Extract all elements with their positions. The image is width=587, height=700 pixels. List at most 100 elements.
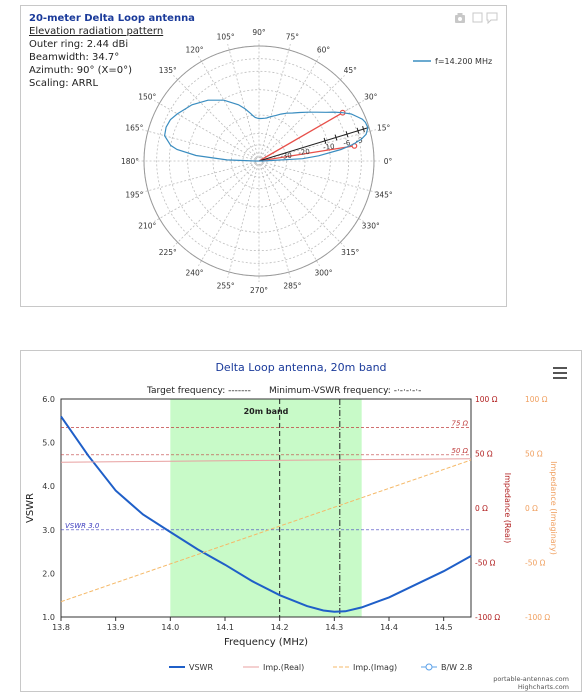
polar-angle-label: 240° bbox=[185, 269, 203, 278]
x-tick-label: 14.4 bbox=[380, 623, 398, 632]
x-tick-label: 14.5 bbox=[435, 623, 453, 632]
polar-grid-spoke bbox=[173, 75, 257, 159]
polar-angle-label: 195° bbox=[125, 190, 143, 199]
menu-icon-bar bbox=[553, 367, 567, 369]
polar-grid-ring bbox=[156, 58, 362, 264]
target-frequency-legend: Target frequency: ------- bbox=[146, 386, 251, 396]
legend-real-label: Imp.(Real) bbox=[263, 663, 304, 672]
polar-grid-ring bbox=[168, 70, 350, 252]
polar-chart-panel: 0° 15° 30° 45° 60° 75° 90° 105° 120° 135° 150° 165°… bbox=[20, 5, 507, 307]
polar-angle-label: 225° bbox=[159, 248, 177, 257]
beam-peak-tick bbox=[334, 134, 338, 141]
polar-grid-spoke bbox=[261, 162, 364, 222]
chart-menu-button[interactable] bbox=[553, 367, 567, 379]
polar-angle-label: 255° bbox=[217, 282, 235, 291]
real-axis-label: Impedance (Real) bbox=[503, 473, 512, 544]
polar-grid-spoke bbox=[154, 100, 257, 160]
vswr-chart-panel: Delta Loop antenna, 20m band Target frequ… bbox=[20, 350, 582, 692]
polar-grid-spoke bbox=[260, 163, 320, 266]
scaling-text: Scaling: ARRL bbox=[29, 78, 99, 89]
polar-grid-spoke bbox=[227, 44, 259, 158]
legend-bw-marker bbox=[425, 663, 433, 671]
polar-grid-spoke bbox=[173, 163, 257, 247]
polar-grid-spoke bbox=[142, 129, 256, 161]
x-tick-label: 13.9 bbox=[107, 623, 125, 632]
reference-line-label: 50 Ω bbox=[452, 447, 469, 455]
polar-grid-spoke bbox=[259, 164, 291, 278]
legend-bw-label: B/W 2.8 bbox=[441, 663, 472, 672]
polar-angle-label: 165° bbox=[125, 124, 143, 133]
polar-grid-spoke bbox=[142, 161, 256, 193]
outer-ring-text: Outer ring: 2.44 dBi bbox=[29, 39, 129, 50]
real-axis-tick-label: 50 Ω bbox=[475, 450, 493, 459]
azimuth-text: Azimuth: 90° (X=0°) bbox=[29, 65, 133, 76]
y-tick-label: 1.0 bbox=[42, 613, 55, 622]
polar-grid-ring bbox=[212, 114, 306, 208]
polar-angle-label: 75° bbox=[286, 32, 300, 41]
polar-ring-label: -10 bbox=[323, 143, 335, 152]
comment-icon[interactable] bbox=[486, 12, 498, 25]
imag-axis-tick-label: 100 Ω bbox=[525, 395, 548, 404]
polar-title: 20-meter Delta Loop antenna bbox=[29, 13, 195, 24]
imag-axis-tick-label: 0 Ω bbox=[525, 504, 538, 513]
real-axis-tick-label: 100 Ω bbox=[475, 395, 498, 404]
polar-angle-label: 270° bbox=[250, 286, 268, 295]
plot-frame bbox=[60, 398, 472, 618]
imag-axis-label: Impedance (Imaginary) bbox=[549, 461, 558, 555]
polar-plot: 0° 15° 30° 45° 60° 75° 90° 105° 120° 135° 150° 165°… bbox=[121, 28, 492, 295]
polar-angle-label: 120° bbox=[185, 45, 203, 54]
real-axis-tick-label: 0 Ω bbox=[475, 504, 488, 513]
polar-angle-label: 105° bbox=[217, 32, 235, 41]
legend-imag-label: Imp.(Imag) bbox=[353, 663, 397, 672]
camera-icon[interactable] bbox=[455, 13, 465, 23]
square-icon[interactable] bbox=[472, 12, 483, 23]
x-tick-label: 14.3 bbox=[325, 623, 343, 632]
x-tick-label: 13.8 bbox=[52, 623, 70, 632]
polar-angle-label: 15° bbox=[377, 124, 391, 133]
imag-axis-tick-label: -50 Ω bbox=[525, 559, 546, 568]
polar-angle-label: 0° bbox=[384, 157, 393, 166]
polar-toolbar bbox=[454, 12, 500, 27]
polar-grid-spoke bbox=[261, 100, 364, 160]
beam-peak-tick bbox=[356, 127, 360, 134]
polar-grid-spoke bbox=[198, 56, 258, 159]
menu-icon-bar bbox=[553, 372, 567, 374]
band-label: 20m band bbox=[244, 407, 289, 416]
y-tick-label: 3.0 bbox=[42, 526, 55, 535]
beam-peak-axis bbox=[258, 127, 369, 162]
polar-grid-spoke bbox=[227, 164, 259, 278]
credit-highcharts: Highcharts.com bbox=[518, 683, 569, 691]
polar-ring-label: -6 bbox=[343, 139, 351, 148]
y-axis-label: VSWR bbox=[25, 493, 36, 523]
polar-grid-spoke bbox=[262, 161, 376, 193]
imag-axis-tick-label: 50 Ω bbox=[525, 450, 543, 459]
polar-angle-label: 300° bbox=[314, 269, 332, 278]
polar-legend-label: f=14.200 MHz bbox=[435, 57, 492, 66]
min-vswr-legend: Minimum-VSWR frequency: -·-·-·-·- bbox=[269, 386, 421, 396]
polar-angle-label: 150° bbox=[138, 93, 156, 102]
polar-angle-label: 345° bbox=[375, 190, 393, 199]
beam-peak-tick bbox=[362, 126, 365, 133]
real-axis-tick-label: -50 Ω bbox=[475, 559, 496, 568]
real-impedance-line bbox=[60, 458, 472, 463]
polar-grid-spoke bbox=[261, 163, 345, 247]
polar-grid-spoke bbox=[260, 56, 320, 159]
y-tick-label: 2.0 bbox=[42, 569, 55, 578]
y-tick-label: 4.0 bbox=[42, 482, 55, 491]
beam-edge-line bbox=[258, 145, 355, 162]
polar-grid-spoke bbox=[262, 129, 376, 161]
vswr-chart-title: Delta Loop antenna, 20m band bbox=[215, 361, 386, 374]
legend-vswr-label: VSWR bbox=[189, 663, 213, 672]
polar-angle-label: 210° bbox=[138, 222, 156, 231]
y-tick-label: 5.0 bbox=[42, 439, 55, 448]
radiation-pattern-line bbox=[163, 99, 369, 162]
reference-line-label: VSWR 3.0 bbox=[65, 522, 100, 530]
polar-angle-label: 90° bbox=[252, 28, 266, 37]
polar-subtitle: Elevation radiation pattern bbox=[29, 26, 164, 37]
vswr-plot: Delta Loop antenna, 20m band Target frequ… bbox=[25, 361, 569, 691]
polar-info-box: 20-meter Delta Loop antenna Elevation ra… bbox=[29, 12, 195, 90]
x-tick-label: 14.2 bbox=[271, 623, 289, 632]
credit-portable-antennas: portable-antennas.com bbox=[493, 675, 569, 683]
polar-grid-spoke bbox=[154, 162, 257, 222]
polar-angle-label: 285° bbox=[283, 282, 301, 291]
